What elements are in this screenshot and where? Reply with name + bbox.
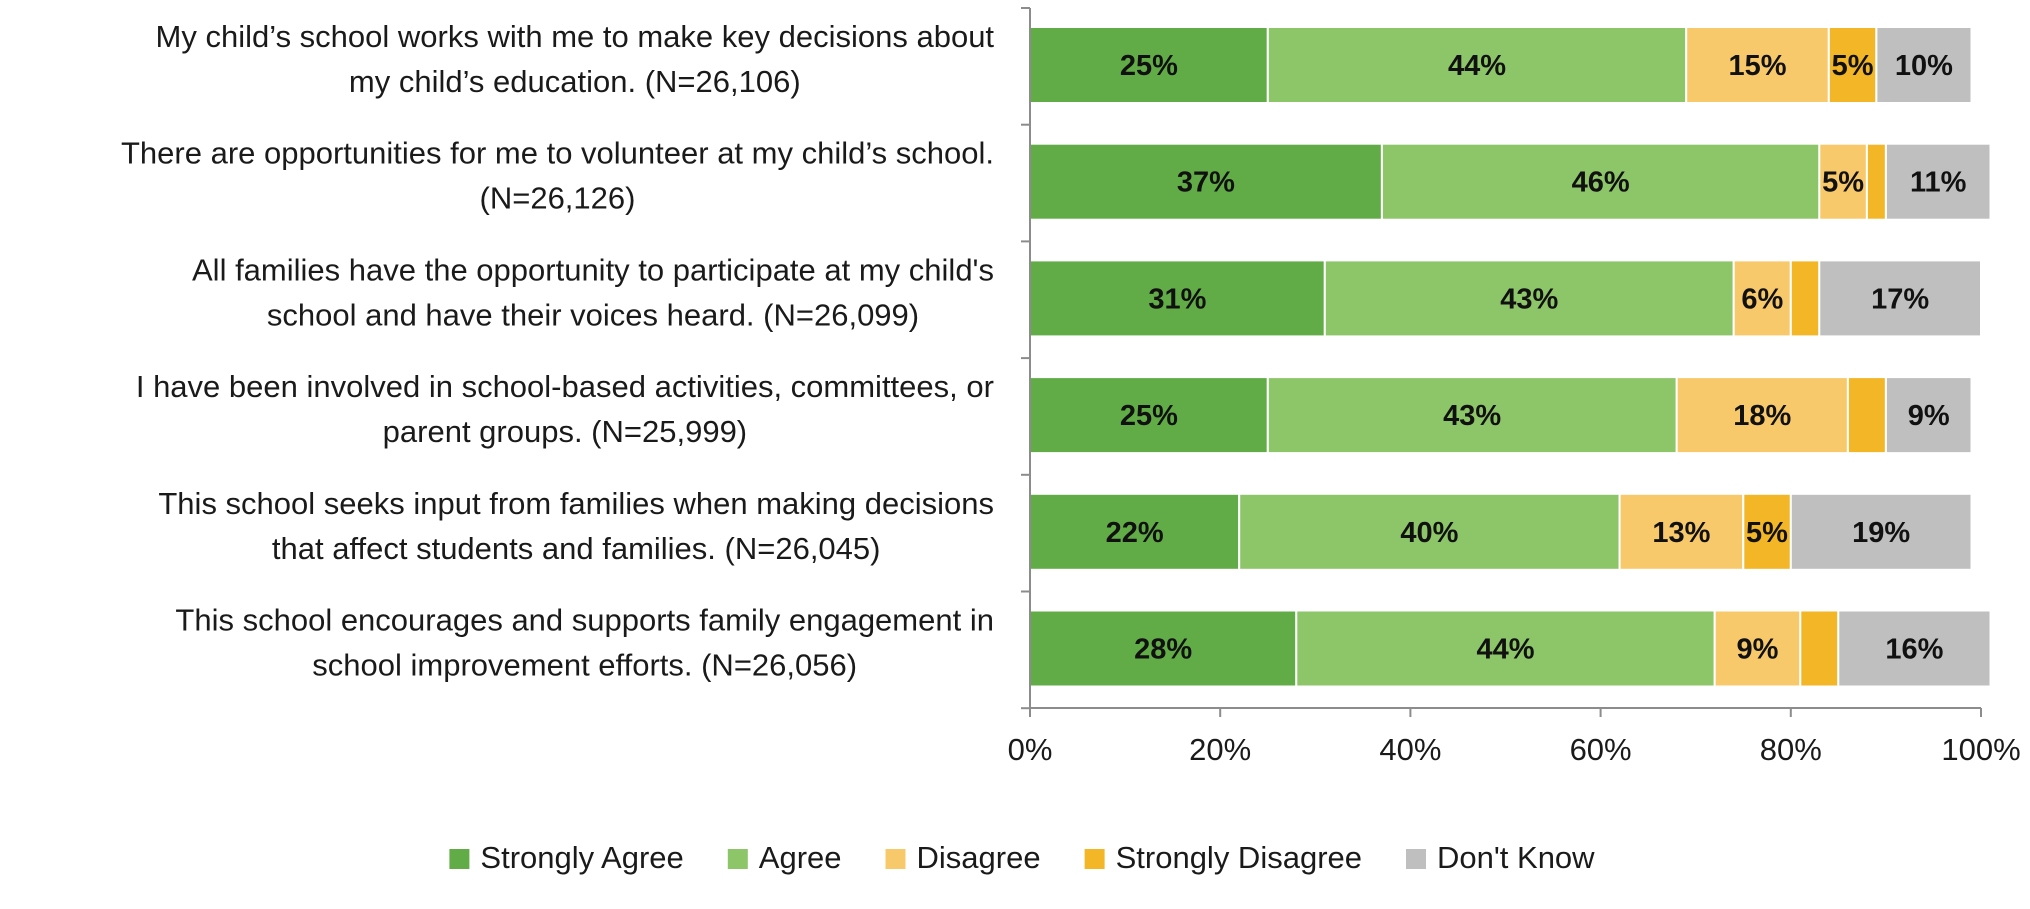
- data-label: 17%: [1871, 283, 1929, 315]
- legend-swatch: [449, 849, 470, 869]
- data-label: 10%: [1895, 50, 1953, 82]
- legend-item: Agree: [727, 840, 842, 875]
- bar-segment: [1238, 492, 1621, 571]
- bar-segment: [1029, 26, 1269, 104]
- data-label: 5%: [1832, 50, 1874, 82]
- x-tick-label: 80%: [1760, 732, 1822, 767]
- data-label: 13%: [1652, 517, 1710, 549]
- x-tick-label: 60%: [1570, 732, 1632, 767]
- category-label-line: There are opportunities for me to volunt…: [121, 136, 994, 171]
- data-label: 16%: [1885, 634, 1943, 666]
- data-label: 9%: [1737, 634, 1779, 666]
- category-label-line: school improvement efforts. (N=26,056): [312, 648, 857, 683]
- x-tick-label: 40%: [1379, 732, 1441, 767]
- category-label-line: All families have the opportunity to par…: [192, 252, 994, 287]
- category-label: This school seeks input from families wh…: [158, 486, 994, 566]
- bar-segment: [1799, 609, 1840, 688]
- data-label: 6%: [1741, 283, 1783, 315]
- data-label: 31%: [1148, 283, 1206, 315]
- bar-segment: [1380, 142, 1821, 221]
- bar-segment: [1618, 492, 1745, 571]
- category-label: My child’s school works with me to make …: [156, 19, 995, 99]
- x-tick-label: 0%: [1008, 732, 1053, 767]
- legend-item: Disagree: [885, 840, 1041, 875]
- legend-item: Don't Know: [1406, 840, 1595, 875]
- legend-swatch: [1406, 849, 1426, 869]
- data-label: 43%: [1443, 400, 1501, 432]
- legend-item: Strongly Disagree: [1084, 840, 1362, 875]
- data-label: 11%: [1910, 167, 1967, 199]
- bar-segment: [1685, 26, 1830, 104]
- bar-segment: [1789, 492, 1973, 571]
- category-label-line: school and have their voices heard. (N=2…: [267, 297, 919, 332]
- legend-item: Strongly Agree: [449, 840, 684, 875]
- x-tick-label: 20%: [1189, 732, 1251, 767]
- legend: Strongly Agree Agree Disagree Strongly Disa…: [449, 840, 1595, 875]
- legend-label: Agree: [759, 840, 842, 875]
- legend-swatch: [727, 849, 748, 869]
- data-label: 25%: [1120, 50, 1178, 82]
- category-label-line: My child’s school works with me to make …: [156, 19, 995, 54]
- bar-segment: [1029, 259, 1326, 338]
- data-label: 37%: [1177, 167, 1235, 199]
- bar-segment: [1713, 609, 1802, 688]
- category-label-line: that affect students and families. (N=26…: [272, 531, 881, 566]
- bar-segment: [1789, 259, 1821, 338]
- data-label: 19%: [1852, 517, 1910, 549]
- category-label-line: This school encourages and supports fami…: [175, 603, 994, 638]
- category-label: All families have the opportunity to par…: [192, 252, 994, 332]
- bar-segment: [1865, 142, 1887, 221]
- data-label: 40%: [1400, 517, 1458, 549]
- bar-segment: [1742, 492, 1792, 571]
- legend-label: Disagree: [917, 840, 1041, 875]
- data-label: 5%: [1822, 167, 1864, 199]
- data-label: 18%: [1733, 400, 1791, 432]
- bar-segment: [1818, 142, 1868, 221]
- bar-segment: [1029, 376, 1269, 455]
- bar-segment: [1818, 259, 1983, 338]
- bar-segment: [1266, 26, 1688, 104]
- axes: 0% 20% 40% 60% 80% 100%: [1008, 7, 2021, 767]
- category-label: This school encourages and supports fami…: [175, 603, 994, 683]
- data-label: 44%: [1448, 50, 1506, 82]
- data-label: 9%: [1908, 400, 1950, 432]
- bar-segment: [1875, 26, 1973, 104]
- bar-segment: [1732, 259, 1792, 338]
- bar-segment: [1846, 376, 1887, 455]
- category-label: There are opportunities for me to volunt…: [121, 136, 994, 216]
- category-label-line: parent groups. (N=25,999): [383, 414, 747, 449]
- category-label: I have been involved in school-based act…: [136, 369, 994, 449]
- category-label-line: (N=26,126): [480, 181, 636, 216]
- data-label: 43%: [1500, 283, 1558, 315]
- bar-segment: [1884, 142, 1992, 221]
- category-labels: My child’s school works with me to make …: [121, 19, 994, 683]
- legend-label: Don't Know: [1437, 840, 1595, 875]
- bar-segment: [1884, 376, 1973, 455]
- category-label-line: my child’s education. (N=26,106): [349, 64, 801, 99]
- data-label: 44%: [1476, 634, 1534, 666]
- data-label: 5%: [1746, 517, 1788, 549]
- bar-segment: [1837, 609, 1992, 688]
- data-label: 28%: [1134, 634, 1192, 666]
- bar-segment: [1675, 376, 1849, 455]
- data-label: 22%: [1106, 517, 1164, 549]
- bar-segment: [1029, 609, 1298, 688]
- legend-swatch: [1084, 849, 1105, 869]
- category-label-line: I have been involved in school-based act…: [136, 369, 994, 404]
- data-label: 25%: [1120, 400, 1178, 432]
- category-label-line: This school seeks input from families wh…: [158, 486, 994, 521]
- data-label: 46%: [1572, 167, 1630, 199]
- bars: 25% 44% 15% 5% 10% 37% 46% 5% 11% 31% 43% 6% 17% 25% 4…: [1029, 26, 1992, 688]
- x-tick-label: 100%: [1941, 732, 2020, 767]
- data-label: 15%: [1728, 50, 1786, 82]
- legend-swatch: [885, 849, 906, 869]
- legend-label: Strongly Agree: [480, 840, 683, 875]
- legend-label: Strongly Disagree: [1116, 840, 1362, 875]
